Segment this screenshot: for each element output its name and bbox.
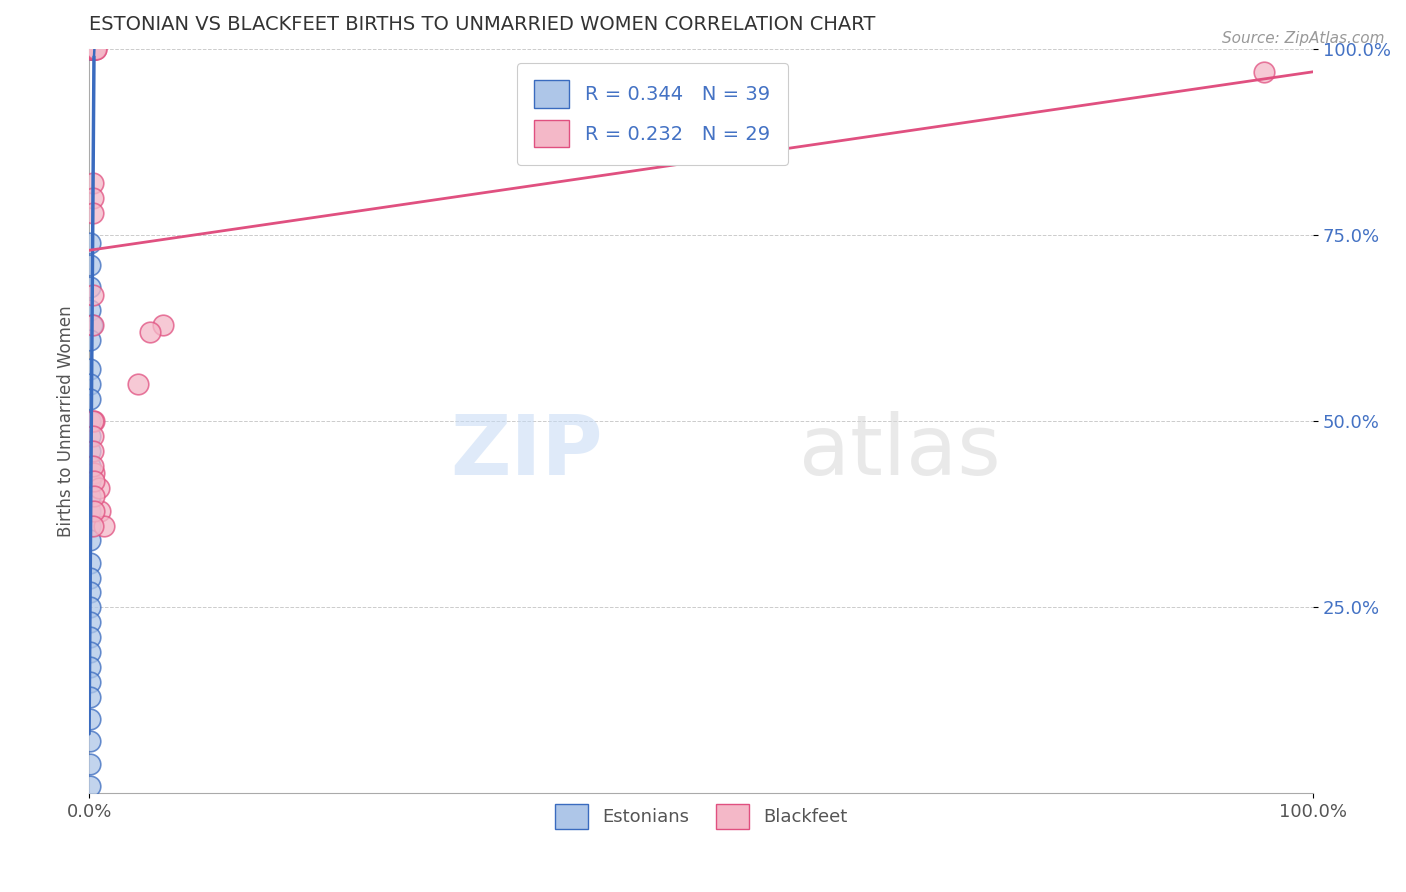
Point xyxy=(82,458,104,473)
Text: Source: ZipAtlas.com: Source: ZipAtlas.com xyxy=(1222,31,1385,46)
Point xyxy=(80,42,103,56)
Point xyxy=(83,42,105,56)
Text: ESTONIAN VS BLACKFEET BIRTHS TO UNMARRIED WOMEN CORRELATION CHART: ESTONIAN VS BLACKFEET BIRTHS TO UNMARRIE… xyxy=(89,15,876,34)
Point xyxy=(79,362,101,376)
Point xyxy=(79,779,101,793)
Point xyxy=(1253,64,1275,78)
Point xyxy=(79,734,101,748)
Point xyxy=(93,518,115,533)
Point xyxy=(139,325,162,339)
Point xyxy=(152,318,174,332)
Point xyxy=(79,518,101,533)
Point xyxy=(82,42,104,56)
Point xyxy=(82,429,104,443)
Point xyxy=(80,42,103,56)
Point xyxy=(79,712,101,726)
Point xyxy=(79,571,101,585)
Point xyxy=(80,318,103,332)
Point xyxy=(83,42,105,56)
Point xyxy=(86,42,108,56)
Point xyxy=(79,414,101,428)
Point xyxy=(82,42,104,56)
Point xyxy=(79,615,101,630)
Text: ZIP: ZIP xyxy=(451,410,603,491)
Point xyxy=(79,630,101,644)
Point xyxy=(82,518,104,533)
Point xyxy=(79,429,101,443)
Point xyxy=(87,481,110,495)
Point xyxy=(86,42,108,56)
Point xyxy=(79,503,101,517)
Point xyxy=(79,533,101,548)
Point xyxy=(89,503,111,517)
Point xyxy=(82,288,104,302)
Point xyxy=(79,600,101,615)
Point xyxy=(79,690,101,704)
Point xyxy=(79,258,101,272)
Point xyxy=(82,42,104,56)
Point xyxy=(79,377,101,392)
Point xyxy=(79,458,101,473)
Legend: Estonians, Blackfeet: Estonians, Blackfeet xyxy=(548,797,855,837)
Point xyxy=(79,756,101,771)
Point xyxy=(79,444,101,458)
Point xyxy=(79,302,101,317)
Point xyxy=(80,42,103,56)
Point xyxy=(79,585,101,599)
Point xyxy=(82,414,104,428)
Point xyxy=(79,42,101,56)
Point xyxy=(79,392,101,406)
Point xyxy=(84,42,107,56)
Point xyxy=(79,42,101,56)
Point xyxy=(79,556,101,570)
Point xyxy=(82,191,104,205)
Point xyxy=(83,474,105,488)
Point xyxy=(79,660,101,674)
Point xyxy=(82,42,104,56)
Text: atlas: atlas xyxy=(799,410,1001,491)
Point xyxy=(82,206,104,220)
Point xyxy=(79,333,101,347)
Point xyxy=(82,444,104,458)
Point xyxy=(83,489,105,503)
Point xyxy=(82,177,104,191)
Point xyxy=(79,235,101,250)
Y-axis label: Births to Unmarried Women: Births to Unmarried Women xyxy=(58,306,75,537)
Point xyxy=(79,674,101,689)
Point xyxy=(79,474,101,488)
Point xyxy=(83,414,105,428)
Point xyxy=(83,467,105,481)
Point xyxy=(79,489,101,503)
Point xyxy=(79,645,101,659)
Point xyxy=(127,377,149,392)
Point xyxy=(79,280,101,294)
Point xyxy=(83,503,105,517)
Point xyxy=(82,318,104,332)
